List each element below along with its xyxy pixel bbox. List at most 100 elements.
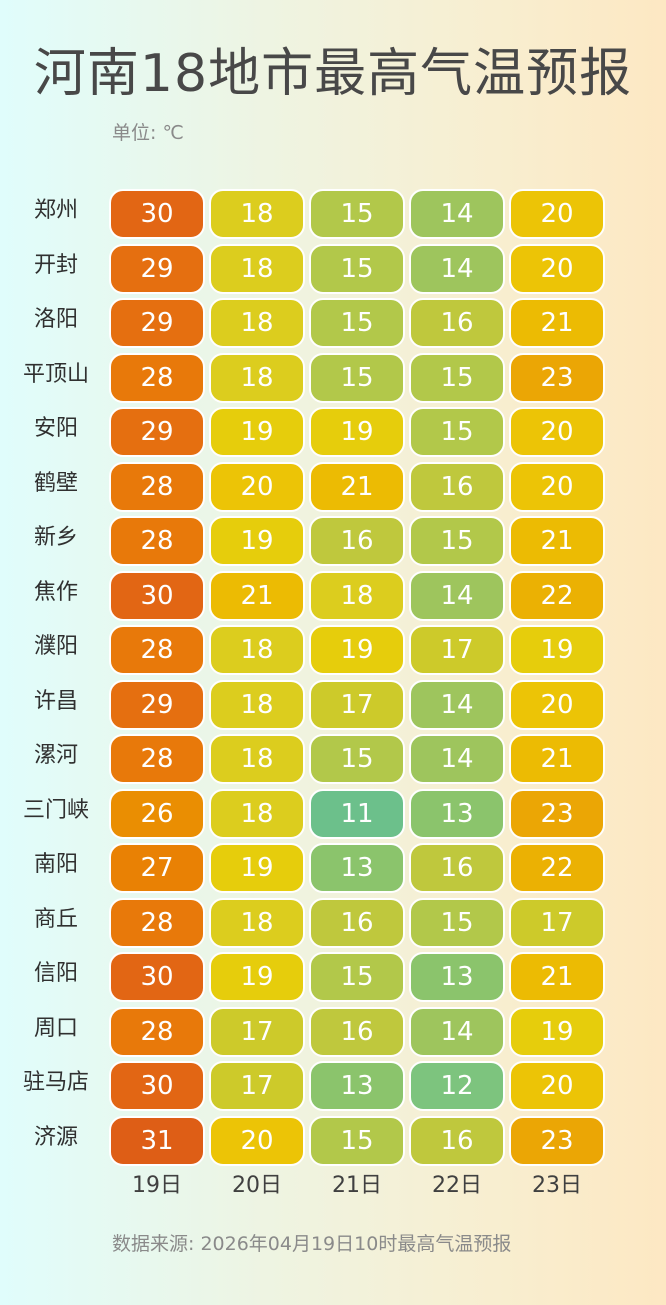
heatmap-cell: 23	[509, 788, 605, 839]
city-label: 三门峡	[22, 797, 89, 823]
city-label: 洛阳	[33, 307, 78, 332]
heatmap-cell: 18	[209, 679, 305, 730]
city-label: 焦作	[33, 579, 78, 605]
heatmap-cell: 13	[309, 843, 405, 893]
unit-label: 单位: ℃	[112, 122, 184, 144]
heatmap-cell: 18	[209, 788, 305, 839]
heatmap-cell: 19	[209, 952, 305, 1002]
heatmap-cell: 17	[409, 625, 505, 675]
heatmap-cell: 30	[109, 570, 205, 621]
heatmap-cell: 20	[509, 461, 605, 512]
heatmap-cell: 17	[209, 1006, 305, 1057]
city-label: 安阳	[33, 416, 78, 441]
city-label: 驻马店	[22, 1070, 89, 1095]
heatmap-cell: 26	[109, 788, 205, 839]
heatmap-cell: 19	[309, 625, 405, 675]
heatmap-cell: 17	[209, 1061, 305, 1111]
heatmap-cell: 30	[109, 952, 205, 1002]
heatmap-cell: 18	[209, 352, 305, 403]
heatmap-cell: 18	[209, 298, 305, 348]
heatmap-cell: 16	[409, 461, 505, 512]
heatmap-cell: 17	[309, 679, 405, 730]
heatmap-cell: 19	[509, 1006, 605, 1057]
heatmap-cell: 29	[109, 243, 205, 294]
city-label: 许昌	[33, 688, 78, 714]
heatmap-cell: 30	[109, 189, 205, 239]
heatmap-cell: 20	[509, 189, 605, 239]
heatmap-cell: 31	[109, 1115, 205, 1166]
heatmap-cell: 29	[109, 679, 205, 730]
heatmap-cell: 20	[209, 461, 305, 512]
heatmap-cell: 30	[109, 1061, 205, 1111]
date-label: 19日	[132, 1173, 182, 1198]
heatmap-cell: 16	[409, 843, 505, 893]
heatmap-cell: 20	[509, 407, 605, 457]
heatmap-cell: 18	[209, 734, 305, 784]
heatmap-cell: 13	[409, 788, 505, 839]
heatmap-cell: 18	[209, 243, 305, 294]
heatmap-cell: 16	[309, 1006, 405, 1057]
heatmap-cell: 15	[409, 516, 505, 566]
heatmap-cell: 23	[509, 1115, 605, 1166]
heatmap-cell: 27	[109, 843, 205, 893]
heatmap-cell: 21	[509, 516, 605, 566]
heatmap-cell: 15	[309, 298, 405, 348]
heatmap-cell: 14	[409, 570, 505, 621]
city-label: 济源	[33, 1124, 78, 1150]
heatmap-cell: 28	[109, 734, 205, 784]
heatmap-cell: 19	[209, 407, 305, 457]
heatmap-cell: 16	[409, 298, 505, 348]
heatmap-cell: 18	[209, 189, 305, 239]
heatmap-cell: 16	[309, 897, 405, 948]
heatmap-cell: 14	[409, 1006, 505, 1057]
heatmap-cell: 21	[509, 298, 605, 348]
date-label: 23日	[532, 1173, 582, 1198]
heatmap-cell: 19	[209, 843, 305, 893]
data-source-note: 数据来源: 2026年04月19日10时最高气温预报	[112, 1233, 512, 1255]
heatmap-cell: 20	[509, 243, 605, 294]
heatmap-cell: 15	[409, 352, 505, 403]
heatmap-cell: 18	[209, 897, 305, 948]
page-title: 河南18地市最高气温预报	[33, 44, 633, 104]
heatmap-cell: 16	[409, 1115, 505, 1166]
heatmap-cell: 20	[509, 679, 605, 730]
date-label: 20日	[232, 1173, 282, 1198]
heatmap-cell: 21	[209, 570, 305, 621]
heatmap-cell: 15	[309, 1115, 405, 1166]
heatmap-cell: 19	[209, 516, 305, 566]
heatmap-cell: 15	[309, 952, 405, 1002]
heatmap-cell: 21	[509, 952, 605, 1002]
heatmap-cell: 21	[309, 461, 405, 512]
heatmap-cell: 19	[509, 625, 605, 675]
heatmap-cell: 28	[109, 897, 205, 948]
heatmap-cell: 17	[509, 897, 605, 948]
heatmap-cell: 23	[509, 352, 605, 403]
heatmap-cell: 16	[309, 516, 405, 566]
heatmap-cell: 15	[309, 734, 405, 784]
heatmap-cell: 13	[309, 1061, 405, 1111]
heatmap-cell: 15	[309, 243, 405, 294]
city-label: 新乡	[33, 525, 78, 550]
city-label: 濮阳	[33, 634, 78, 659]
city-label: 漯河	[33, 743, 78, 768]
heatmap-cell: 29	[109, 298, 205, 348]
heatmap-cell: 14	[409, 243, 505, 294]
city-label: 开封	[33, 252, 78, 278]
heatmap-cell: 22	[509, 570, 605, 621]
heatmap-cell: 18	[209, 625, 305, 675]
date-label: 21日	[332, 1173, 382, 1198]
heatmap-cell: 12	[409, 1061, 505, 1111]
heatmap-cell: 20	[509, 1061, 605, 1111]
city-label: 平顶山	[22, 361, 89, 387]
heatmap-cell: 28	[109, 1006, 205, 1057]
heatmap-cell: 21	[509, 734, 605, 784]
heatmap-cell: 28	[109, 516, 205, 566]
heatmap-cell: 14	[409, 189, 505, 239]
heatmap-cell: 29	[109, 407, 205, 457]
heatmap-cell: 15	[409, 407, 505, 457]
city-label: 南阳	[33, 852, 78, 877]
heatmap-cell: 15	[409, 897, 505, 948]
city-label: 周口	[33, 1015, 78, 1041]
heatmap-cell: 18	[309, 570, 405, 621]
heatmap-cell: 28	[109, 352, 205, 403]
